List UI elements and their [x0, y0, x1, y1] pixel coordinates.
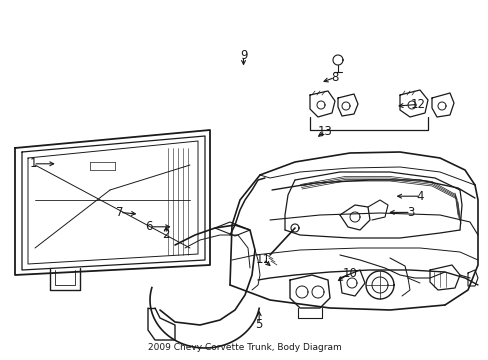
Text: 4: 4: [416, 190, 424, 203]
Text: 2009 Chevy Corvette Trunk, Body Diagram: 2009 Chevy Corvette Trunk, Body Diagram: [147, 343, 341, 352]
Text: 1: 1: [29, 157, 37, 170]
Text: 5: 5: [255, 318, 263, 330]
Text: 12: 12: [410, 98, 425, 111]
Text: 9: 9: [239, 49, 247, 62]
Text: 13: 13: [317, 125, 332, 138]
Text: 6: 6: [145, 220, 153, 233]
Text: 8: 8: [330, 71, 338, 84]
Text: 7: 7: [116, 206, 123, 219]
Text: 11: 11: [255, 253, 270, 266]
Text: 10: 10: [342, 267, 356, 280]
Text: 3: 3: [406, 206, 414, 219]
Text: 2: 2: [162, 228, 170, 240]
